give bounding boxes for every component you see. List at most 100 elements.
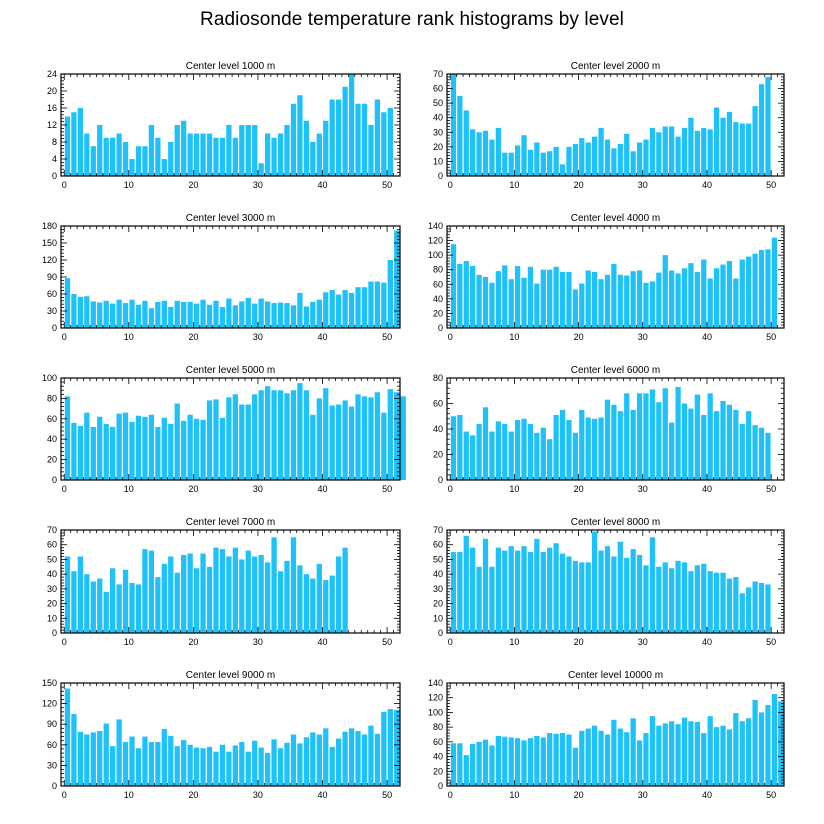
bar [329,99,335,176]
bar [681,717,688,786]
bar [508,546,514,633]
y-tick-label: 20 [47,455,57,465]
x-tick-label: 10 [509,637,519,647]
x-tick-label: 0 [62,637,67,647]
bar [84,296,90,328]
bar [155,137,161,176]
bar [316,299,322,328]
bar [290,305,297,328]
bar [374,99,381,176]
x-tick-label: 30 [253,332,263,342]
x-tick-label: 30 [638,484,648,494]
bar [168,423,174,480]
bar [161,300,167,328]
bar [514,738,521,786]
bar [713,727,720,786]
bar [713,268,720,328]
bar [457,743,463,786]
bar [297,565,303,633]
bar [540,152,546,176]
bar [84,734,90,786]
y-tick-label: 50 [433,98,443,108]
bar [688,263,694,328]
y-tick-label: 0 [52,171,57,181]
bar [694,130,700,176]
bar [245,125,251,176]
bar [649,281,656,328]
panel-title: Center level 4000 m [571,213,661,224]
bar [200,133,206,176]
bar [213,547,219,633]
bar [103,137,109,176]
bar [726,578,733,633]
bar [206,566,213,633]
bar [336,556,342,633]
bar [303,574,310,633]
bar [733,409,739,481]
bar [553,543,559,633]
bar [284,303,290,328]
bar [675,273,681,328]
bar [116,584,122,633]
bar [252,556,258,633]
bar [733,713,739,786]
bar [342,400,348,480]
bar [232,394,238,480]
bar [746,411,752,480]
bar [219,417,226,480]
bar [193,418,200,480]
bar [463,260,469,328]
x-tick-label: 10 [124,484,134,494]
bar [264,301,271,328]
bar [752,106,758,176]
bar [636,142,643,176]
bar [348,74,355,176]
panel-title: Center level 2000 m [571,61,661,72]
y-tick-label: 90 [47,272,57,282]
bar [765,584,771,633]
bar [624,393,630,480]
bar [739,259,745,328]
bar [624,732,630,786]
bar [514,266,521,328]
bar [643,139,649,176]
bar [662,562,668,633]
bar [264,133,271,176]
x-tick-label: 20 [188,332,198,342]
bar [470,744,476,786]
panel-7: Center level 7000 m 0 10 20 30 40 50 0 10 20 30 40 5… [47,517,401,647]
bar [213,751,219,786]
bar [168,142,174,176]
y-tick-label: 30 [433,584,443,594]
bar [765,705,771,786]
bar [271,739,277,786]
bar [323,580,329,633]
bar [463,110,469,176]
bar [547,547,553,633]
bar [514,550,521,633]
panel-2: Center level 2000 m 0 10 20 30 40 50 0 10 20 30 40 5… [433,61,785,190]
bar [64,116,71,176]
bar [720,400,726,480]
bar [733,122,739,176]
x-tick-label: 40 [702,332,712,342]
bar [604,734,611,786]
x-tick-label: 40 [702,637,712,647]
bar [135,584,142,633]
bar [168,735,174,786]
bar [381,282,387,328]
bar [232,547,238,633]
x-tick-label: 40 [318,637,328,647]
bar [547,151,553,176]
bar [245,550,251,633]
bar [187,133,193,176]
bar [174,403,180,480]
y-tick-label: 40 [47,434,57,444]
panel-5: Center level 5000 m 0 10 20 30 40 50 0 20 40 60 80 1… [42,365,406,494]
x-tick-label: 50 [382,637,392,647]
bar [553,266,559,328]
bar [771,694,777,786]
bar [310,732,316,786]
y-tick-label: 60 [47,540,57,550]
bar [746,587,752,633]
